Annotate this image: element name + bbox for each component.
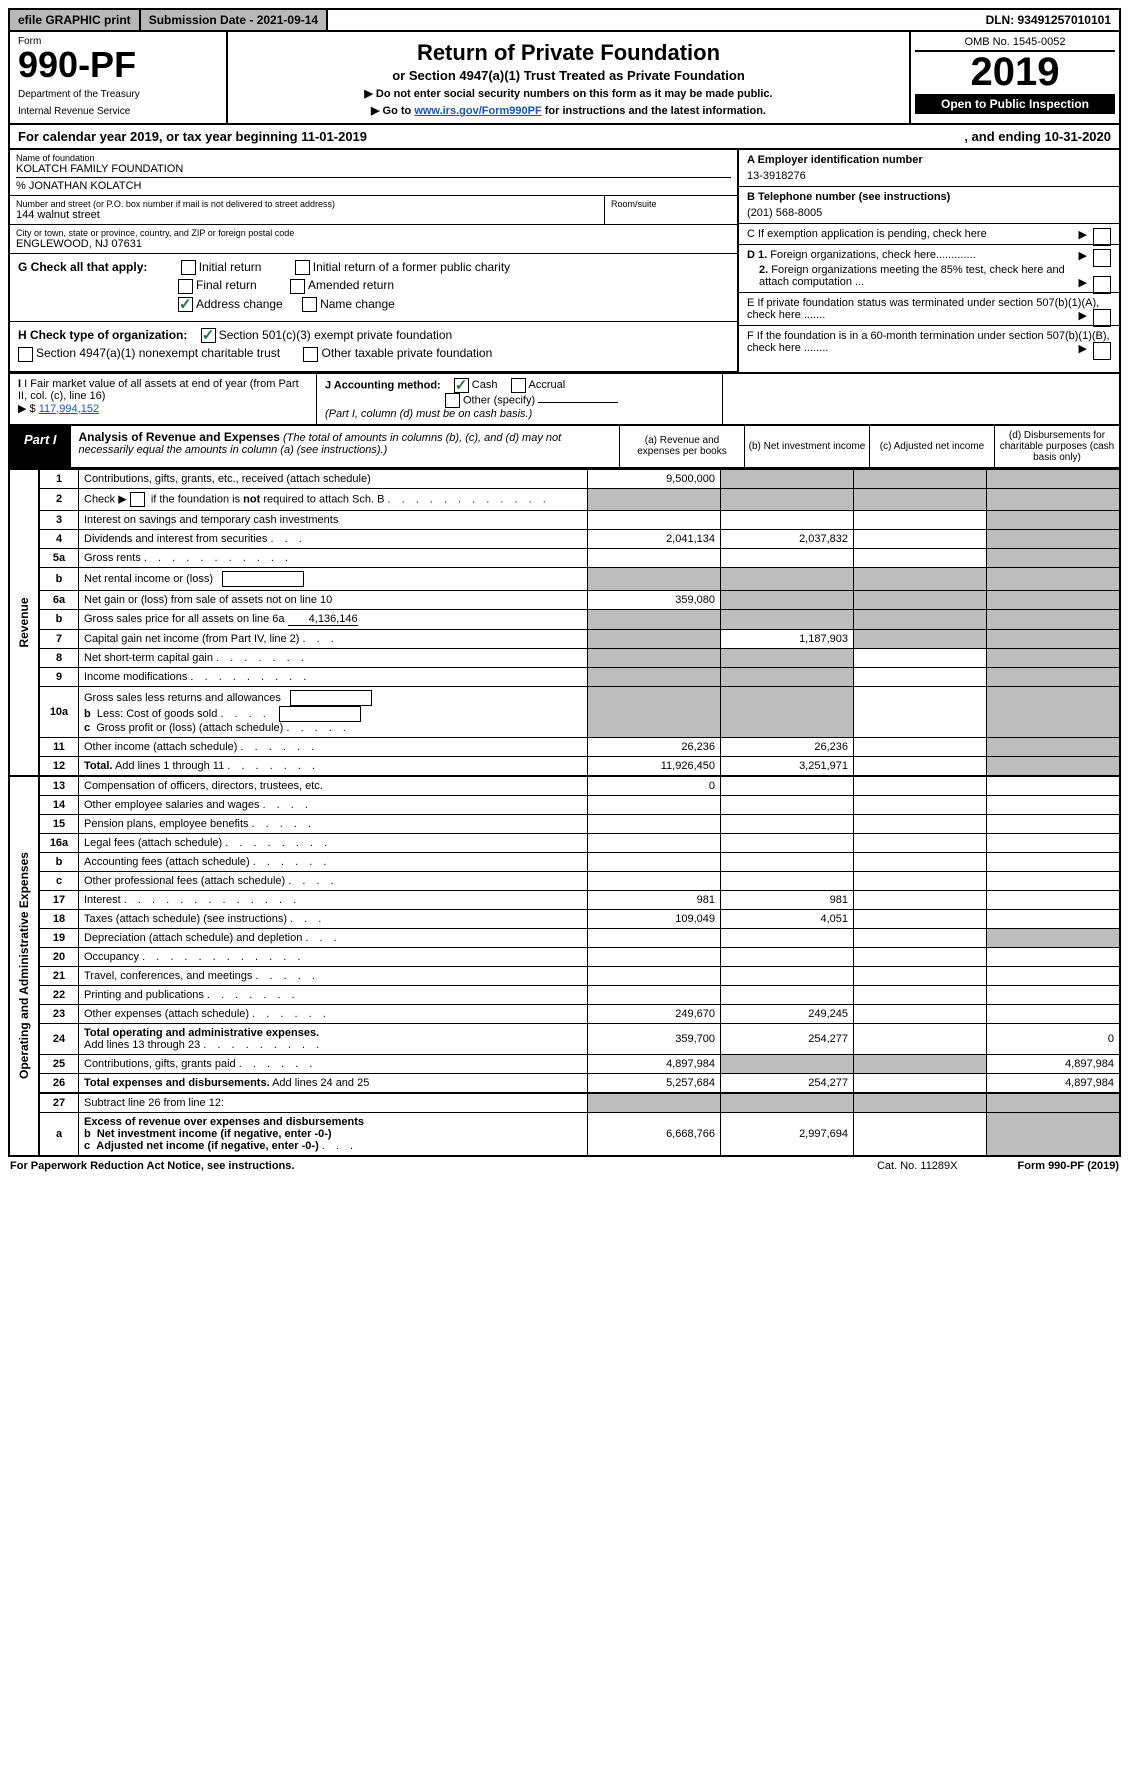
fmv-link[interactable]: 117,994,152 <box>39 403 99 415</box>
goto-note: ▶ Go to www.irs.gov/Form990PF for instru… <box>238 104 899 117</box>
cal-end: , and ending 10-31-2020 <box>964 129 1111 144</box>
city-state-zip: ENGLEWOOD, NJ 07631 <box>16 238 731 250</box>
revenue-expense-table: Revenue 1 Contributions, gifts, grants, … <box>8 469 1121 1157</box>
phone-label: B Telephone number (see instructions) <box>747 191 950 203</box>
form-header: Form 990-PF Department of the Treasury I… <box>8 32 1121 125</box>
part1-tab: Part I <box>10 426 71 467</box>
chk-other-method[interactable] <box>445 393 460 408</box>
part1-title: Analysis of Revenue and Expenses <box>79 430 280 444</box>
street-address: 144 walnut street <box>16 209 598 221</box>
chk-85pct[interactable] <box>1093 276 1111 294</box>
care-of: % JONATHAN KOLATCH <box>16 177 731 192</box>
form-number: 990-PF <box>18 47 218 83</box>
ein-label: A Employer identification number <box>747 154 923 166</box>
chk-no-schb[interactable] <box>130 492 145 507</box>
page-footer: For Paperwork Reduction Act Notice, see … <box>8 1157 1121 1175</box>
f-label: F If the foundation is in a 60-month ter… <box>747 330 1110 354</box>
i-label: I Fair market value of all assets at end… <box>18 378 299 402</box>
col-d-header: (d) Disbursements for charitable purpose… <box>994 426 1119 467</box>
paperwork-notice: For Paperwork Reduction Act Notice, see … <box>10 1160 294 1172</box>
chk-4947[interactable] <box>18 347 33 362</box>
chk-name-change[interactable] <box>302 297 317 312</box>
form-ref: Form 990-PF (2019) <box>1018 1160 1120 1172</box>
part1-header: Part I Analysis of Revenue and Expenses … <box>8 426 1121 469</box>
dept-treasury: Department of the Treasury <box>18 89 218 100</box>
efile-label: efile GRAPHIC print <box>10 10 141 30</box>
top-bar: efile GRAPHIC print Submission Date - 20… <box>8 8 1121 32</box>
chk-initial-public[interactable] <box>295 260 310 275</box>
row-ij: I I Fair market value of all assets at e… <box>8 374 1121 426</box>
foundation-name: KOLATCH FAMILY FOUNDATION <box>16 163 731 175</box>
entity-info: Name of foundation KOLATCH FAMILY FOUNDA… <box>8 150 1121 374</box>
address-label: Number and street (or P.O. box number if… <box>16 199 598 209</box>
chk-final-return[interactable] <box>178 279 193 294</box>
j-note: (Part I, column (d) must be on cash basi… <box>325 408 714 420</box>
ein-value: 13-3918276 <box>747 170 1111 182</box>
col-a-header: (a) Revenue and expenses per books <box>619 426 744 467</box>
c-label: C If exemption application is pending, c… <box>747 228 987 240</box>
foundation-name-label: Name of foundation <box>16 153 731 163</box>
j-label: J Accounting method: <box>325 379 441 391</box>
chk-exemption-pending[interactable] <box>1093 228 1111 246</box>
calendar-year-row: For calendar year 2019, or tax year begi… <box>8 125 1121 150</box>
chk-60month[interactable] <box>1093 342 1111 360</box>
ssn-warning: ▶ Do not enter social security numbers o… <box>238 87 899 100</box>
chk-501c3[interactable] <box>201 328 216 343</box>
chk-amended[interactable] <box>290 279 305 294</box>
cat-no: Cat. No. 11289X <box>877 1160 958 1172</box>
chk-initial-return[interactable] <box>181 260 196 275</box>
submission-date: Submission Date - 2021-09-14 <box>141 10 328 30</box>
section-h: H Check type of organization: Section 50… <box>10 322 737 372</box>
chk-cash[interactable] <box>454 378 469 393</box>
chk-other-taxable[interactable] <box>303 347 318 362</box>
dept-irs: Internal Revenue Service <box>18 106 218 117</box>
city-label: City or town, state or province, country… <box>16 228 731 238</box>
section-g: G Check all that apply: Initial return I… <box>10 254 737 322</box>
room-label: Room/suite <box>611 199 731 209</box>
chk-foreign-org[interactable] <box>1093 249 1111 267</box>
phone-value: (201) 568-8005 <box>747 207 1111 219</box>
expenses-label: Operating and Administrative Expenses <box>9 776 39 1156</box>
chk-accrual[interactable] <box>511 378 526 393</box>
chk-status-terminated[interactable] <box>1093 309 1111 327</box>
form-title: Return of Private Foundation <box>238 40 899 66</box>
d2-label: Foreign organizations meeting the 85% te… <box>759 264 1065 288</box>
dln: DLN: 93491257010101 <box>978 10 1119 30</box>
form-subtitle: or Section 4947(a)(1) Trust Treated as P… <box>238 68 899 83</box>
revenue-label: Revenue <box>9 469 39 776</box>
cal-begin: For calendar year 2019, or tax year begi… <box>18 129 367 144</box>
tax-year: 2019 <box>915 52 1115 92</box>
d1-label: Foreign organizations, check here.......… <box>770 249 975 261</box>
col-c-header: (c) Adjusted net income <box>869 426 994 467</box>
col-b-header: (b) Net investment income <box>744 426 869 467</box>
chk-address-change[interactable] <box>178 297 193 312</box>
irs-link[interactable]: www.irs.gov/Form990PF <box>414 105 541 117</box>
e-label: E If private foundation status was termi… <box>747 297 1099 321</box>
open-public-badge: Open to Public Inspection <box>915 94 1115 114</box>
